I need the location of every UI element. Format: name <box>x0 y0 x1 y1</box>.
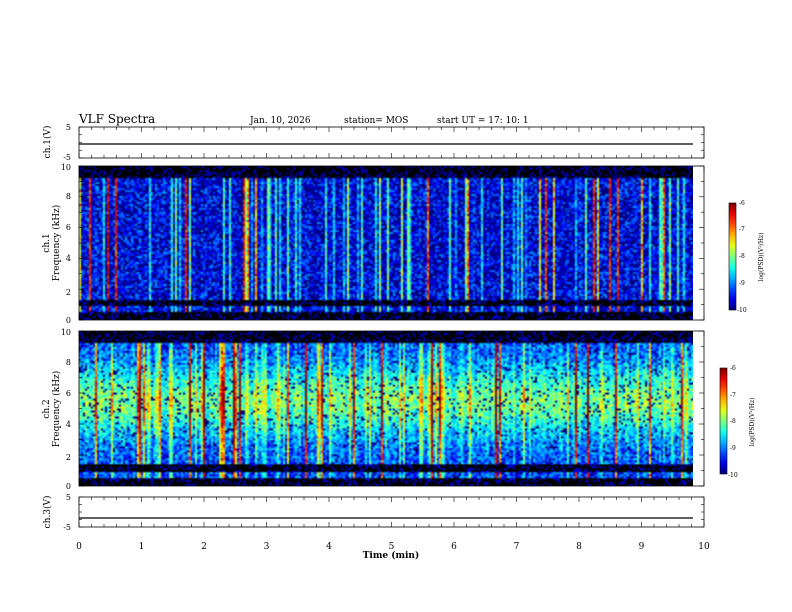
xtick-7: 7 <box>514 542 520 552</box>
xtick-8: 8 <box>576 542 582 552</box>
ch1-spec-ytick-2: 2 <box>66 288 71 297</box>
ch1-cbar-tick-7: -7 <box>739 226 745 233</box>
station-label: station= MOS <box>344 116 408 126</box>
ch1-colorbar <box>728 202 737 311</box>
ch1-cbar-tick-9: -9 <box>739 280 745 287</box>
xtick-5: 5 <box>389 542 395 552</box>
ch3-waveform-ylabel: ch.3(V) <box>42 496 53 529</box>
ch1-waveform-ylabel: ch.1(V) <box>42 126 53 159</box>
ch2-cbar-tick-10: -10 <box>728 472 738 479</box>
ch2-spec-ytick-0: 0 <box>66 482 71 491</box>
ch2-cbar-tick-7: -7 <box>730 392 736 399</box>
xtick-9: 9 <box>639 542 645 552</box>
ch1-spec-ytick-6: 6 <box>66 223 71 232</box>
xtick-0: 0 <box>76 542 82 552</box>
xtick-10: 10 <box>698 542 710 552</box>
ch1-spec-ytick-0: 0 <box>66 316 71 325</box>
ch2-spec-ytick-4: 4 <box>66 420 71 429</box>
ch2-spec-ytick-2: 2 <box>66 453 71 462</box>
ch1-cbar-tick-10: -10 <box>737 307 747 314</box>
ch2-spec-ytick-10: 10 <box>61 328 71 337</box>
ch1-ytick-top: 5 <box>66 123 71 132</box>
date-label: Jan. 10, 2026 <box>249 116 311 126</box>
ch3-ytick-top: 5 <box>66 493 71 502</box>
xtick-1: 1 <box>139 542 145 552</box>
ch1-colorbar-label: log(PSD)(V²/Hz) <box>758 233 765 282</box>
figure-title: VLF Spectra <box>78 112 155 126</box>
ch1-cbar-tick-6: -6 <box>739 200 745 207</box>
ch1-channel-label: ch.1 <box>42 233 52 252</box>
ch2-spec-ytick-8: 8 <box>66 358 71 367</box>
xtick-2: 2 <box>201 542 207 552</box>
ch2-spectrogram-panel: 0 2 4 6 8 10 ch.2 Frequency (kHz) -6 -7 … <box>42 328 756 491</box>
xtick-4: 4 <box>326 542 332 552</box>
ch2-colorbar-label: log(PSD)(V²/Hz) <box>749 398 756 447</box>
ch2-spectrogram-image <box>79 331 693 486</box>
ch3-ytick-bottom: -5 <box>63 523 71 532</box>
time-axis: 0 1 2 3 4 5 6 7 8 9 10 Time (min) <box>76 542 710 561</box>
ch1-spec-ytick-8: 8 <box>66 192 71 201</box>
ch2-channel-label: ch.2 <box>42 399 52 418</box>
xtick-3: 3 <box>264 542 270 552</box>
ch1-spectrogram-image <box>79 166 693 320</box>
ch1-cbar-tick-8: -8 <box>739 253 745 260</box>
ch1-spec-ytick-10: 10 <box>61 163 71 172</box>
ch2-cbar-tick-8: -8 <box>730 418 736 425</box>
time-axis-label: Time (min) <box>363 550 420 561</box>
start-time-label: start UT = 17: 10: 1 <box>437 116 529 126</box>
xtick-6: 6 <box>451 542 457 552</box>
ch2-cbar-tick-9: -9 <box>730 445 736 452</box>
ch1-spectrogram-panel: 0 2 4 6 8 10 ch.1 Frequency (kHz) -6 -7 … <box>42 163 765 325</box>
ch1-ytick-bottom: -5 <box>63 153 71 162</box>
ch2-spec-ytick-6: 6 <box>66 389 71 398</box>
ch1-spec-ytick-4: 4 <box>66 254 71 263</box>
ch2-frequency-ylabel: Frequency (kHz) <box>51 371 62 448</box>
axis-ticks <box>78 126 705 528</box>
ch2-colorbar <box>719 367 728 475</box>
ch1-frequency-ylabel: Frequency (kHz) <box>51 205 62 282</box>
ch2-cbar-tick-6: -6 <box>730 365 736 372</box>
